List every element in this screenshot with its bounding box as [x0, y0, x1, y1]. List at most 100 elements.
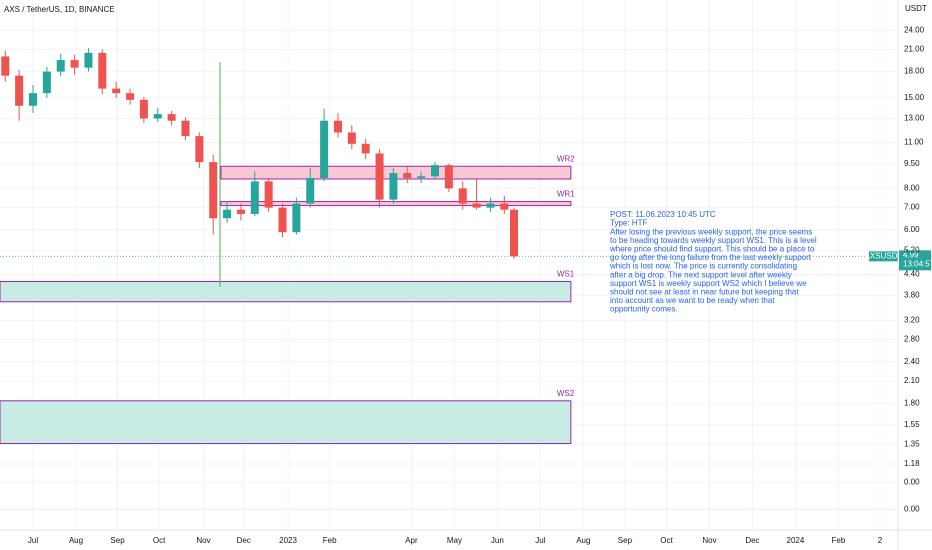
candle-body: [250, 181, 259, 214]
candle-body: [361, 143, 370, 154]
candle-body: [430, 165, 439, 177]
price-unit: USDT: [905, 4, 927, 13]
annotation-line: which is lost now. The price is currentl…: [609, 262, 797, 271]
y-tick-label: 0.00: [904, 477, 920, 486]
x-tick-label: Dec: [237, 536, 251, 545]
y-tick-label: 1.80: [904, 398, 920, 407]
y-tick-label: 4.40: [904, 270, 920, 279]
symbol-tag-box: [869, 251, 898, 262]
x-tick-label: Sep: [110, 536, 125, 545]
candle-body: [112, 88, 121, 94]
y-tick-label: 1.35: [904, 440, 920, 449]
y-tick-label: 2.80: [904, 335, 920, 344]
zones: WR2 WR1 WS1 WS2: [0, 154, 575, 445]
x-tick-label: Nov: [702, 536, 716, 545]
y-tick-label: 7.00: [904, 203, 920, 212]
candle-body: [292, 203, 301, 233]
x-tick-label: 2: [878, 536, 883, 545]
candle-body: [28, 93, 37, 106]
candle-body: [167, 114, 176, 121]
y-tick-label: 9.50: [904, 159, 920, 168]
annotation-line: Type: HTF: [610, 219, 647, 228]
zone: [0, 281, 572, 303]
zone: [0, 400, 572, 445]
candle-body: [236, 209, 245, 214]
annotation-line: after a big drop. The next support level…: [610, 270, 792, 279]
candle-body: [320, 120, 329, 178]
y-tick-label: 2.10: [904, 376, 920, 385]
candle-body: [56, 60, 65, 72]
x-tick-label: 2024: [787, 536, 805, 545]
x-tick-label: Sep: [618, 536, 633, 545]
x-tick-label: Feb: [323, 536, 337, 545]
countdown: 13:04:57: [903, 259, 932, 268]
y-tick-label: 6.00: [904, 225, 920, 234]
candle-body: [347, 132, 356, 144]
candle-body: [84, 52, 93, 68]
symbol-tag: AXSUSDT: [865, 251, 903, 260]
candle-body: [444, 165, 453, 189]
x-tick-label: Aug: [576, 536, 590, 545]
zone-label: WR1: [557, 190, 575, 199]
y-tick-label: 13.00: [904, 114, 925, 123]
candle-body: [209, 162, 218, 219]
x-tick-label: Jul: [535, 536, 545, 545]
price-tag: 4.99: [903, 250, 919, 259]
candle-body: [375, 153, 384, 200]
annotation-line: where price should find support. This sh…: [609, 245, 815, 254]
x-tick-label: Feb: [831, 536, 845, 545]
y-tick-label: 5.20: [904, 246, 920, 255]
y-tick-label: 1.55: [904, 420, 920, 429]
y-tick-label: 21.00: [904, 45, 925, 54]
x-tick-label: 2023: [279, 536, 297, 545]
y-tick-label: 11.00: [904, 138, 924, 147]
candle-body: [1, 56, 10, 76]
y-tick-label: 2.40: [904, 357, 920, 366]
candle-body: [70, 60, 79, 68]
annotation-line: should not see at least in near future b…: [610, 288, 799, 297]
annotation-line: go long after the long failure from the …: [610, 253, 812, 262]
annotation-line: POST: 11.06.2023 10:45 UTC: [610, 210, 716, 219]
annotation-line: into account as we want to be ready when…: [610, 296, 775, 305]
candle-body: [500, 203, 509, 210]
x-tick-label: Nov: [196, 536, 210, 545]
y-tick-label: 3.20: [904, 315, 920, 324]
x-tick-label: Oct: [660, 536, 673, 545]
candle-body: [472, 203, 481, 208]
annotation-line: After losing the previous weekly support…: [610, 227, 812, 236]
candle-body: [264, 181, 273, 208]
candle-body: [126, 93, 135, 100]
candle-body: [510, 209, 519, 257]
zone-label: WS2: [557, 389, 575, 398]
annotation-line: support WS1 is weekly support WS2 which …: [610, 279, 807, 288]
candle-body: [181, 120, 190, 137]
x-tick-label: Apr: [405, 536, 418, 545]
candle-body: [333, 120, 342, 133]
x-tick-label: Jun: [491, 536, 504, 545]
candle-body: [486, 203, 495, 208]
candle-body: [417, 176, 426, 178]
zone-label: WS1: [557, 270, 575, 279]
y-tick-label: 8.00: [904, 183, 920, 192]
zone: [220, 201, 572, 207]
candle-body: [458, 188, 467, 204]
candle-body: [98, 52, 107, 89]
y-tick-label: 15.00: [904, 93, 925, 102]
chart-title: AXS / TetherUS, 1D, BINANCE: [4, 5, 115, 14]
x-tick-label: Jul: [28, 536, 38, 545]
candle-body: [153, 114, 162, 119]
candle-body: [306, 177, 315, 204]
price-tag-box: [899, 250, 931, 271]
x-tick-label: Oct: [153, 536, 166, 545]
candles: [1, 48, 519, 259]
candle-body: [139, 99, 148, 119]
candle-body: [278, 207, 287, 233]
y-tick-label: 24.00: [904, 25, 925, 34]
candle-body: [195, 136, 204, 163]
candle-body: [223, 209, 232, 219]
x-tick-label: May: [447, 536, 462, 545]
zone-label: WR2: [557, 154, 575, 163]
